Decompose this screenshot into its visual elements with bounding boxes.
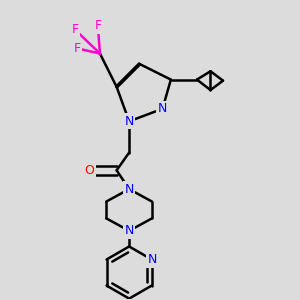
Text: N: N [124,115,134,128]
Text: O: O [85,164,94,177]
Text: N: N [158,102,167,115]
Text: N: N [124,224,134,237]
Text: F: F [94,19,101,32]
Text: F: F [71,23,79,36]
Text: N: N [148,253,158,266]
Text: N: N [124,183,134,196]
Text: F: F [74,42,81,55]
